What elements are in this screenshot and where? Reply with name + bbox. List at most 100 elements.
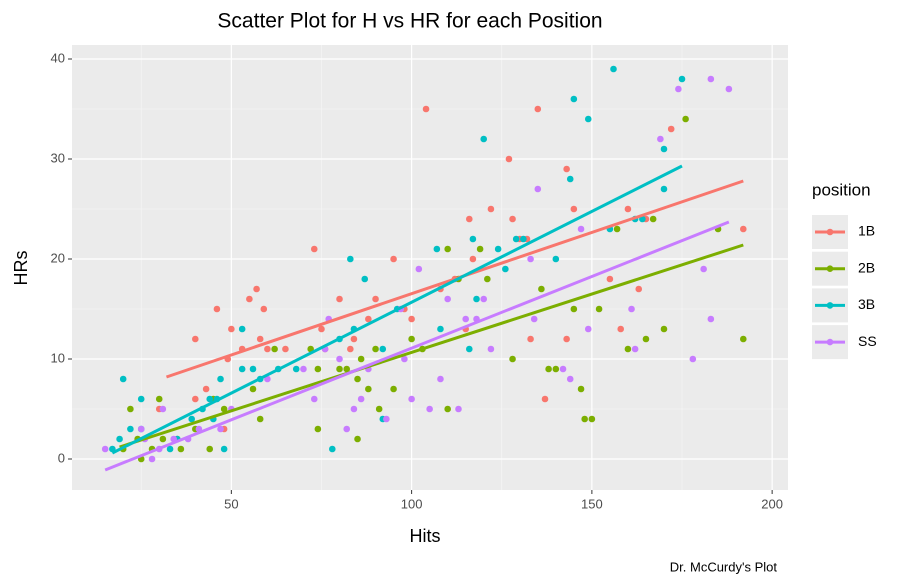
legend-point [826, 265, 834, 273]
point [206, 395, 214, 403]
legend-title: position [812, 180, 871, 199]
point [707, 315, 715, 323]
point [213, 305, 221, 313]
point [584, 115, 592, 123]
point [127, 405, 134, 413]
point [606, 275, 614, 283]
point [375, 405, 383, 413]
point [202, 385, 210, 393]
grid [72, 45, 788, 490]
point [249, 385, 257, 393]
point [310, 245, 318, 253]
point [310, 395, 318, 403]
legend-point [826, 228, 834, 236]
point [415, 265, 423, 273]
point [566, 375, 574, 383]
point [390, 255, 397, 263]
point [520, 235, 527, 243]
point [563, 165, 570, 173]
point [635, 285, 643, 293]
point [649, 215, 657, 223]
point [437, 325, 444, 333]
caption: Dr. McCurdy's Plot [670, 559, 778, 574]
point [660, 185, 668, 193]
point [191, 335, 199, 343]
point [390, 385, 397, 393]
point [343, 365, 351, 373]
point [642, 335, 650, 343]
legend-point [826, 338, 834, 346]
point [159, 435, 167, 443]
point [545, 365, 552, 373]
point [300, 365, 307, 373]
point [361, 275, 369, 283]
legend-label: SS [858, 333, 877, 349]
point [480, 135, 488, 143]
point [505, 155, 513, 163]
point [422, 105, 430, 113]
point [487, 345, 495, 353]
point [256, 335, 264, 343]
point [512, 235, 520, 243]
x-tick-label: 100 [401, 496, 423, 511]
point [534, 105, 542, 113]
point [444, 295, 451, 303]
point [372, 345, 379, 353]
plot-panel [72, 45, 788, 490]
point [739, 225, 747, 233]
point [577, 225, 585, 233]
point [465, 345, 473, 353]
point [725, 85, 733, 93]
point [159, 405, 167, 413]
x-tick-label: 200 [761, 496, 783, 511]
point [408, 395, 415, 403]
point [465, 215, 473, 223]
point [480, 295, 488, 303]
point [624, 345, 632, 353]
point [217, 375, 224, 383]
point [350, 335, 358, 343]
point [577, 385, 585, 393]
point [264, 345, 271, 353]
trend-line [111, 164, 683, 455]
point [188, 415, 195, 423]
point [433, 245, 441, 253]
point [530, 315, 538, 323]
point [509, 215, 516, 223]
point [455, 405, 462, 413]
chart-title: Scatter Plot for H vs HR for each Positi… [217, 10, 602, 33]
point [444, 405, 451, 413]
point [328, 445, 336, 453]
point [166, 445, 174, 453]
point [408, 315, 415, 323]
point [657, 135, 664, 143]
legend-point [826, 302, 834, 309]
y-tick-label: 10 [51, 350, 65, 365]
x-axis-label: Hits [410, 526, 441, 546]
x-tick-label: 150 [581, 496, 603, 511]
point [426, 405, 433, 413]
point [595, 305, 603, 313]
point [191, 395, 199, 403]
point [559, 365, 567, 373]
point [365, 315, 372, 323]
point [155, 395, 163, 403]
point [563, 335, 570, 343]
point [631, 345, 639, 353]
point [260, 305, 268, 313]
point [675, 85, 682, 93]
point [408, 335, 415, 343]
x-tick-label: 50 [224, 496, 238, 511]
point [527, 255, 534, 263]
trend-line [119, 243, 744, 449]
point [336, 295, 343, 303]
point [487, 205, 495, 213]
point [383, 415, 390, 423]
y-tick-label: 40 [51, 50, 65, 65]
point [509, 355, 516, 363]
point [350, 405, 358, 413]
point [318, 325, 325, 333]
trend-line [104, 220, 730, 472]
point [541, 395, 549, 403]
